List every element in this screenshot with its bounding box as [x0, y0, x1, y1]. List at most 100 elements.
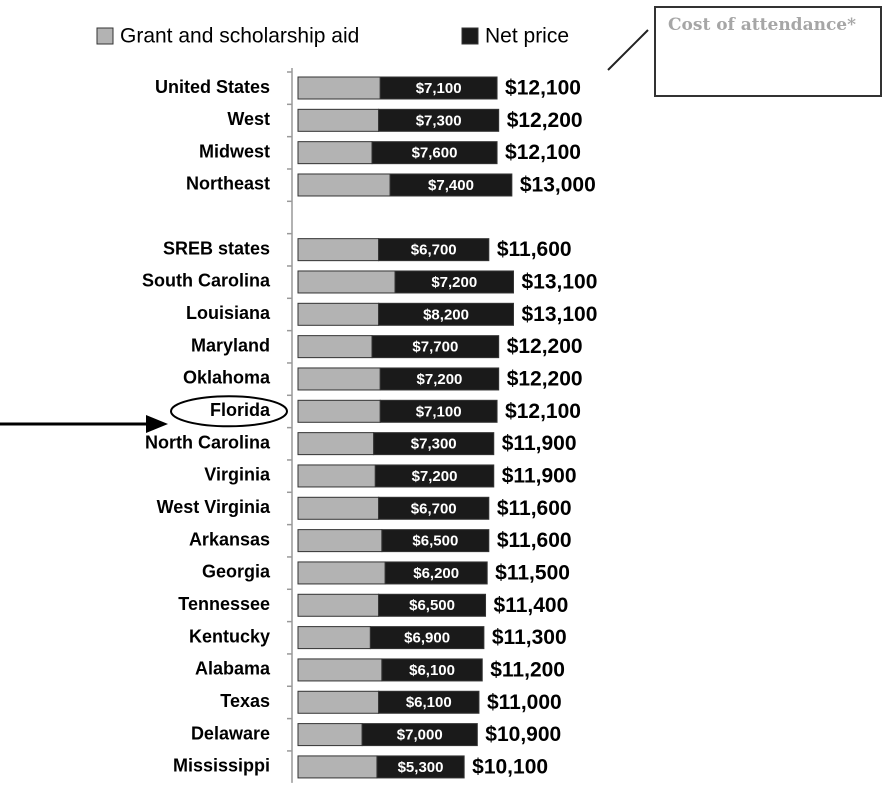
net-price-label: $6,100: [406, 694, 452, 711]
cost-label: $12,200: [507, 335, 583, 358]
net-price-label: $8,200: [423, 306, 469, 323]
bar-segment: [297, 302, 380, 326]
category-label: Florida: [210, 400, 271, 420]
cost-label: $11,600: [497, 529, 572, 552]
bar-segment: [297, 335, 373, 359]
cost-label: $12,100: [505, 77, 581, 100]
annotation: Cost of attendance*: [654, 6, 882, 97]
net-price-label: $6,700: [411, 242, 457, 259]
bar-segment: [394, 270, 514, 294]
bar-segment: [378, 108, 500, 132]
bar-segment: [376, 755, 465, 779]
category-label: South Carolina: [142, 271, 271, 291]
net-price-label: $6,500: [409, 597, 455, 614]
cost-label: $11,600: [497, 497, 572, 520]
category-label: Oklahoma: [183, 368, 271, 388]
category-label: Georgia: [202, 562, 271, 582]
bar-segment: [297, 238, 380, 262]
legend-label: Net price: [485, 25, 569, 48]
cost-label: $11,900: [502, 432, 577, 455]
legend-swatch: [461, 27, 479, 45]
bar-segment: [297, 141, 373, 165]
bar-segment: [374, 464, 495, 488]
net-price-label: $7,100: [416, 80, 462, 97]
bar-segment: [297, 399, 381, 423]
category-label: Kentucky: [189, 626, 270, 646]
bar-segment: [361, 723, 478, 747]
category-label: Midwest: [199, 141, 270, 161]
net-price-label: $7,200: [431, 274, 477, 291]
cost-label: $10,900: [485, 723, 561, 746]
bar-segment: [378, 496, 490, 520]
net-price-label: $6,100: [409, 662, 455, 679]
net-price-label: $7,600: [412, 145, 458, 162]
category-label: Tennessee: [178, 594, 270, 614]
category-label: Texas: [220, 691, 270, 711]
cost-label: $13,100: [521, 303, 597, 326]
net-price-label: $7,700: [412, 339, 458, 356]
category-label: United States: [155, 77, 270, 97]
net-price-label: $6,700: [411, 500, 457, 517]
bar-segment: [297, 626, 371, 650]
bar-segment: [297, 658, 383, 682]
bar-segment: [381, 529, 490, 553]
net-price-label: $7,000: [397, 727, 443, 744]
bar-segment: [297, 529, 383, 553]
category-label: Alabama: [195, 659, 271, 679]
bar-segment: [297, 561, 386, 585]
category-label: Delaware: [191, 723, 270, 743]
bar-segment: [297, 108, 380, 132]
net-price-label: $6,900: [404, 630, 450, 647]
cost-label: $10,100: [472, 755, 548, 778]
bar-segment: [378, 238, 490, 262]
net-price-label: $6,200: [413, 565, 459, 582]
legend-swatch: [96, 27, 114, 45]
category-label: Virginia: [204, 465, 271, 485]
category-label: SREB states: [163, 238, 270, 258]
cost-label: $12,100: [505, 141, 581, 164]
bar-segment: [297, 76, 381, 100]
cost-label: $11,400: [494, 594, 569, 617]
bar-segment: [297, 593, 380, 617]
bar-segment: [297, 367, 381, 391]
net-price-label: $6,500: [412, 533, 458, 550]
bar-segment: [378, 690, 480, 714]
category-label: Mississippi: [173, 756, 270, 776]
category-label: West: [227, 109, 270, 129]
bar-segment: [373, 432, 495, 456]
bar-segment: [379, 367, 500, 391]
category-label: Arkansas: [189, 529, 270, 549]
bar-segment: [297, 496, 380, 520]
arrow-head: [146, 415, 168, 433]
cost-label: $11,500: [495, 561, 570, 584]
category-label: North Carolina: [145, 432, 271, 452]
cost-label: $13,100: [521, 271, 597, 294]
bar-segment: [381, 658, 483, 682]
net-price-label: $7,100: [416, 403, 462, 420]
bar-segment: [297, 270, 396, 294]
cost-label: $11,900: [502, 465, 577, 488]
bar-segment: [297, 723, 363, 747]
net-price-label: $7,200: [417, 371, 463, 388]
bar-segment: [384, 561, 488, 585]
cost-label: $12,100: [505, 400, 581, 423]
category-label: Northeast: [186, 174, 270, 194]
category-label: West Virginia: [157, 497, 271, 517]
cost-label: $11,300: [492, 626, 567, 649]
cost-label: $11,000: [487, 691, 562, 714]
net-price-label: $7,300: [411, 436, 457, 453]
bar-segment: [371, 335, 500, 359]
category-label: Louisiana: [186, 303, 271, 323]
net-price-label: $7,400: [428, 177, 474, 194]
cost-label: $13,000: [520, 174, 596, 197]
bar-segment: [297, 755, 378, 779]
cost-label: $12,200: [507, 109, 583, 132]
highlight-circle: [170, 395, 288, 428]
cost-label: $11,600: [497, 238, 572, 261]
bar-segment: [378, 593, 487, 617]
bar-segment: [379, 399, 498, 423]
bar-segment: [371, 141, 498, 165]
bar-segment: [378, 302, 514, 326]
